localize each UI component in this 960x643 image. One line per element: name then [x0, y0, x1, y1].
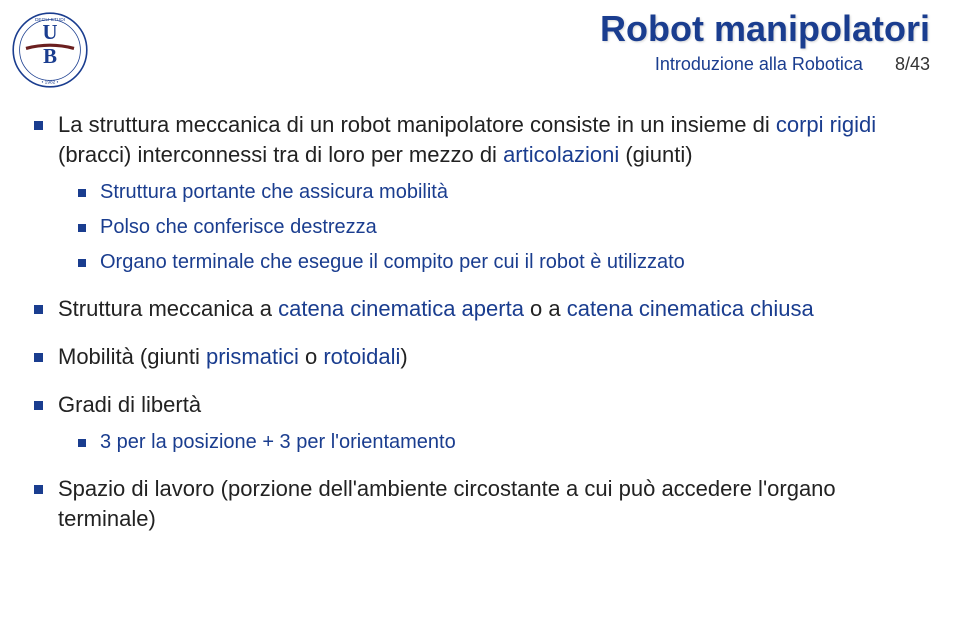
text-segment: La struttura meccanica di un robot manip… — [58, 112, 776, 137]
text-segment: Struttura meccanica a — [58, 296, 278, 321]
text-segment: (giunti) — [625, 142, 692, 167]
bullet-item: Struttura meccanica a catena cinematica … — [30, 294, 930, 324]
text-segment: corpi rigidi — [776, 112, 876, 137]
bullet-item: Gradi di libertà 3 per la posizione + 3 p… — [30, 390, 930, 457]
text-segment: articolazioni — [503, 142, 625, 167]
svg-text:• 1982 •: • 1982 • — [42, 80, 59, 86]
bullet-item: La struttura meccanica di un robot manip… — [30, 110, 930, 276]
sub-bullet-item: Polso che conferisce destrezza — [76, 214, 930, 241]
text-segment: catena cinematica chiusa — [567, 296, 814, 321]
slide-title: Robot manipolatori — [600, 8, 930, 50]
sub-bullet-item: Struttura portante che assicura mobilità — [76, 179, 930, 206]
university-seal-logo: U B DEGLI STUDI • 1982 • — [10, 10, 90, 90]
text-segment: Mobilità (giunti — [58, 344, 206, 369]
svg-text:B: B — [43, 45, 57, 68]
sub-bullet-item: 3 per la posizione + 3 per l'orientament… — [76, 429, 930, 456]
text-segment: o — [305, 344, 323, 369]
text-segment: catena cinematica aperta — [278, 296, 530, 321]
text-segment: ) — [400, 344, 407, 369]
bullet-item: Spazio di lavoro (porzione dell'ambiente… — [30, 474, 930, 533]
text-segment: prismatici — [206, 344, 305, 369]
slide-content: La struttura meccanica di un robot manip… — [30, 110, 930, 552]
text-segment: (bracci) interconnessi tra di loro per m… — [58, 142, 503, 167]
text-segment: Gradi di libertà — [58, 392, 201, 417]
page-number: 8/43 — [895, 54, 930, 75]
text-segment: o a — [530, 296, 567, 321]
course-subtitle: Introduzione alla Robotica — [655, 54, 863, 75]
sub-bullet-item: Organo terminale che esegue il compito p… — [76, 249, 930, 276]
svg-text:DEGLI STUDI: DEGLI STUDI — [35, 17, 65, 23]
svg-text:U: U — [42, 21, 57, 44]
bullet-item: Mobilità (giunti prismatici o rotoidali) — [30, 342, 930, 372]
text-segment: rotoidali — [323, 344, 400, 369]
slide-header: Robot manipolatori Introduzione alla Rob… — [600, 8, 930, 75]
text-segment: Spazio di lavoro — [58, 476, 221, 501]
